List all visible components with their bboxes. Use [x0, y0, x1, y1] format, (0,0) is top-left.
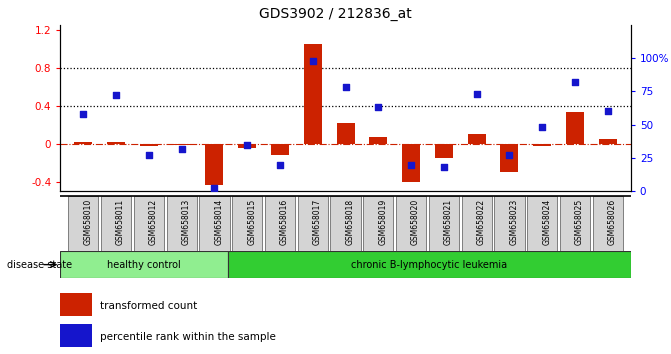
FancyBboxPatch shape	[592, 196, 623, 251]
Point	[307, 58, 318, 64]
Bar	[435, 144, 453, 158]
Text: GSM658012: GSM658012	[149, 199, 158, 245]
Text: GSM658021: GSM658021	[444, 199, 453, 245]
Text: disease state: disease state	[7, 259, 72, 270]
FancyBboxPatch shape	[265, 196, 295, 251]
Point	[439, 164, 450, 170]
Bar	[337, 123, 354, 144]
Text: GSM658014: GSM658014	[215, 199, 223, 245]
Point	[406, 162, 417, 167]
Bar	[468, 134, 486, 144]
Point	[504, 152, 515, 158]
Text: healthy control: healthy control	[107, 259, 181, 270]
Text: GSM658025: GSM658025	[575, 199, 584, 245]
Point	[570, 79, 580, 85]
FancyBboxPatch shape	[134, 196, 164, 251]
FancyBboxPatch shape	[495, 196, 525, 251]
Text: chronic B-lymphocytic leukemia: chronic B-lymphocytic leukemia	[352, 259, 507, 270]
Point	[111, 92, 121, 98]
Bar	[238, 144, 256, 148]
Bar	[60, 324, 92, 347]
Bar	[304, 44, 322, 144]
FancyBboxPatch shape	[166, 196, 197, 251]
Bar	[369, 137, 387, 144]
Point	[471, 91, 482, 97]
Point	[176, 146, 187, 152]
Point	[373, 104, 384, 110]
FancyBboxPatch shape	[232, 196, 262, 251]
Text: GSM658011: GSM658011	[116, 199, 125, 245]
Point	[603, 108, 613, 114]
FancyBboxPatch shape	[68, 196, 99, 251]
Text: GSM658016: GSM658016	[280, 199, 289, 245]
Bar	[501, 144, 519, 172]
Point	[242, 142, 252, 147]
Bar	[60, 251, 228, 278]
FancyBboxPatch shape	[298, 196, 328, 251]
Text: GSM658024: GSM658024	[542, 199, 552, 245]
Point	[209, 185, 220, 191]
Text: GSM658015: GSM658015	[247, 199, 256, 245]
Text: GSM658023: GSM658023	[509, 199, 519, 245]
Text: GSM658018: GSM658018	[346, 199, 354, 245]
Bar	[402, 144, 420, 182]
Point	[144, 152, 154, 158]
Bar	[228, 251, 631, 278]
Text: GSM658010: GSM658010	[83, 199, 93, 245]
Text: GSM658022: GSM658022	[476, 199, 486, 245]
Text: percentile rank within the sample: percentile rank within the sample	[101, 332, 276, 342]
Text: GSM658013: GSM658013	[182, 199, 191, 245]
FancyBboxPatch shape	[560, 196, 590, 251]
Bar	[60, 293, 92, 316]
Bar	[533, 144, 552, 145]
Bar	[107, 142, 125, 144]
Bar	[74, 142, 93, 144]
Text: GDS3902 / 212836_at: GDS3902 / 212836_at	[259, 7, 412, 21]
Bar	[271, 144, 289, 155]
Text: GSM658019: GSM658019	[378, 199, 387, 245]
Bar	[205, 144, 223, 185]
FancyBboxPatch shape	[363, 196, 393, 251]
Bar	[140, 144, 158, 145]
FancyBboxPatch shape	[331, 196, 360, 251]
Bar	[599, 139, 617, 144]
FancyBboxPatch shape	[199, 196, 229, 251]
FancyBboxPatch shape	[527, 196, 558, 251]
FancyBboxPatch shape	[429, 196, 459, 251]
Bar	[566, 112, 584, 144]
Point	[274, 162, 285, 167]
Text: transformed count: transformed count	[101, 301, 197, 311]
Text: GSM658017: GSM658017	[313, 199, 322, 245]
FancyBboxPatch shape	[462, 196, 492, 251]
Point	[78, 111, 89, 117]
Text: GSM658026: GSM658026	[608, 199, 617, 245]
FancyBboxPatch shape	[101, 196, 132, 251]
FancyBboxPatch shape	[396, 196, 426, 251]
Point	[537, 125, 548, 130]
Text: GSM658020: GSM658020	[411, 199, 420, 245]
Point	[340, 85, 351, 90]
